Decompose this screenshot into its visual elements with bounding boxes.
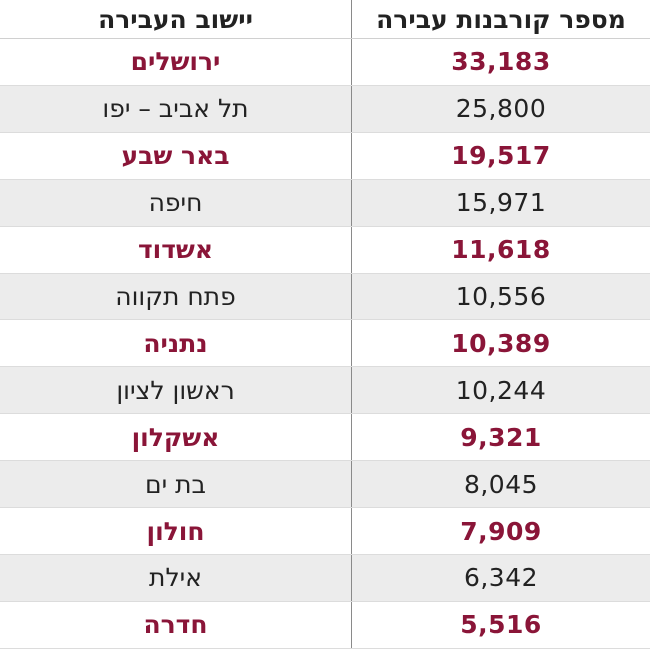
victim-count-cell: 25,800 bbox=[351, 85, 650, 132]
city-cell: ראשון לציון bbox=[116, 375, 235, 405]
table-row: תל אביב – יפו 25,800 bbox=[0, 85, 650, 133]
city-cell: נתניה bbox=[143, 328, 208, 358]
city-cell: חולון bbox=[146, 516, 205, 546]
table-row: פתח תקווה 10,556 bbox=[0, 273, 650, 321]
table-header: יישוב העבירה מספר קורבנות עבירה bbox=[0, 0, 650, 39]
victim-count-cell: 19,517 bbox=[351, 132, 650, 179]
table-row: ראשון לציון 10,244 bbox=[0, 367, 650, 415]
victim-count-cell: 10,389 bbox=[351, 320, 650, 367]
victim-count-cell: 8,045 bbox=[351, 461, 650, 508]
victim-count-cell: 11,618 bbox=[351, 226, 650, 273]
city-cell: אילת bbox=[149, 563, 202, 593]
table-row: חולון 7,909 bbox=[0, 508, 650, 555]
table-row: ירושלים 33,183 bbox=[0, 39, 650, 86]
city-cell: אשקלון bbox=[131, 422, 220, 452]
header-city: יישוב העבירה bbox=[98, 4, 253, 34]
header-victim-count: מספר קורבנות עבירה bbox=[351, 0, 650, 38]
table-row: בת ים 8,045 bbox=[0, 461, 650, 509]
table-row: חיפה 15,971 bbox=[0, 179, 650, 227]
city-cell: ירושלים bbox=[130, 47, 221, 77]
victim-count-cell: 10,244 bbox=[351, 367, 650, 414]
table-row: אשדוד 11,618 bbox=[0, 226, 650, 274]
victim-count-cell: 6,342 bbox=[351, 554, 650, 601]
table-row: באר שבע 19,517 bbox=[0, 132, 650, 180]
victim-count-cell: 10,556 bbox=[351, 273, 650, 320]
table-row: אשקלון 9,321 bbox=[0, 414, 650, 462]
victim-count-cell: 15,971 bbox=[351, 179, 650, 226]
city-cell: חיפה bbox=[148, 188, 203, 218]
city-cell: בת ים bbox=[145, 469, 207, 499]
city-cell: אשדוד bbox=[137, 235, 214, 265]
table-row: נתניה 10,389 bbox=[0, 320, 650, 368]
table-body: ירושלים 33,183 תל אביב – יפו 25,800 באר … bbox=[0, 39, 650, 649]
table-row: חדרה 5,516 bbox=[0, 601, 650, 649]
city-cell: באר שבע bbox=[121, 141, 230, 171]
table-row: אילת 6,342 bbox=[0, 554, 650, 602]
city-cell: פתח תקווה bbox=[115, 281, 236, 311]
victim-count-cell: 7,909 bbox=[351, 508, 650, 554]
city-cell: תל אביב – יפו bbox=[102, 94, 249, 124]
victim-count-cell: 5,516 bbox=[351, 601, 650, 648]
victim-count-cell: 9,321 bbox=[351, 414, 650, 461]
victim-count-cell: 33,183 bbox=[351, 39, 650, 85]
city-cell: חדרה bbox=[143, 610, 208, 640]
